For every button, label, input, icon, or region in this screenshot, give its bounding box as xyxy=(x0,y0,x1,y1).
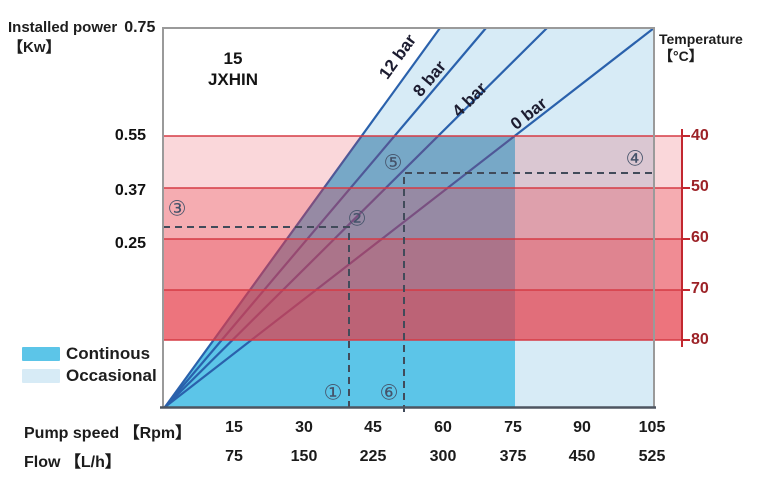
speed-value: 105 xyxy=(638,419,666,436)
power-top-value: 0.75 xyxy=(124,19,156,36)
guide-40rpm xyxy=(163,226,350,412)
temp-tick-80: 80 xyxy=(691,331,709,348)
temperature-title-text: Temperature xyxy=(659,31,743,47)
installed-power-label: Installed power xyxy=(8,19,118,36)
marker-4: ④ xyxy=(625,147,645,171)
legend-swatch-continuous xyxy=(22,347,60,361)
band-40-50 xyxy=(163,136,682,188)
model-label: 15 JXHIN xyxy=(173,48,293,90)
pressure-lines xyxy=(164,27,655,408)
model-name: JXHIN xyxy=(207,70,259,89)
flow-axis-label: Flow 【L/h】 xyxy=(24,454,121,471)
marker-2: ② xyxy=(347,207,367,231)
line-0bar xyxy=(164,27,655,408)
line-12bar xyxy=(164,27,441,408)
temperature-grid-lines xyxy=(163,135,682,341)
marker-6: ⑥ xyxy=(379,381,399,405)
flow-value: 525 xyxy=(638,448,666,465)
band-50-60 xyxy=(163,188,682,239)
legend-label-occasional: Occasional xyxy=(66,366,157,385)
legend-label-continuous: Continous xyxy=(66,344,151,363)
power-tick-025: 0.25 xyxy=(114,235,146,252)
marker-3: ③ xyxy=(167,197,187,221)
line-4bar xyxy=(164,27,548,408)
temp-tick-50: 50 xyxy=(691,178,709,195)
power-tick-037: 0.37 xyxy=(114,182,146,199)
band-70-80 xyxy=(163,290,682,340)
plot-border xyxy=(162,27,655,407)
flow-value: 450 xyxy=(568,448,596,465)
installed-power-title: Installed power 0.75 xyxy=(8,19,155,37)
pump-speed-axis-label: Pump speed 【Rpm】 xyxy=(24,425,192,442)
temp-tick-70: 70 xyxy=(691,280,709,297)
flow-value: 75 xyxy=(225,448,243,465)
power-unit-label: 【Kw】 xyxy=(8,39,61,56)
temperature-unit: 【°C】 xyxy=(659,48,703,64)
marker-5: ⑤ xyxy=(383,151,403,175)
speed-value: 30 xyxy=(295,419,313,436)
line-8bar xyxy=(164,27,487,408)
marker-1: ① xyxy=(323,381,343,405)
temp-tick-40: 40 xyxy=(691,127,709,144)
legend-swatch-occasional xyxy=(22,369,60,383)
speed-value: 75 xyxy=(504,419,522,436)
temperature-bands xyxy=(163,136,682,340)
speed-value: 15 xyxy=(225,419,243,436)
band-60-70 xyxy=(163,239,682,290)
flow-value: 150 xyxy=(290,448,318,465)
speed-value: 90 xyxy=(573,419,591,436)
speed-value: 60 xyxy=(434,419,452,436)
temperature-title: Temperature 【°C】 xyxy=(659,31,743,65)
dashed-guides xyxy=(163,172,652,412)
temperature-axis xyxy=(681,129,690,347)
temp-tick-60: 60 xyxy=(691,229,709,246)
flow-value: 225 xyxy=(359,448,387,465)
power-tick-055: 0.55 xyxy=(114,127,146,144)
speed-value: 45 xyxy=(364,419,382,436)
flow-value: 375 xyxy=(499,448,527,465)
flow-value: 300 xyxy=(429,448,457,465)
model-size: 15 xyxy=(223,49,243,68)
